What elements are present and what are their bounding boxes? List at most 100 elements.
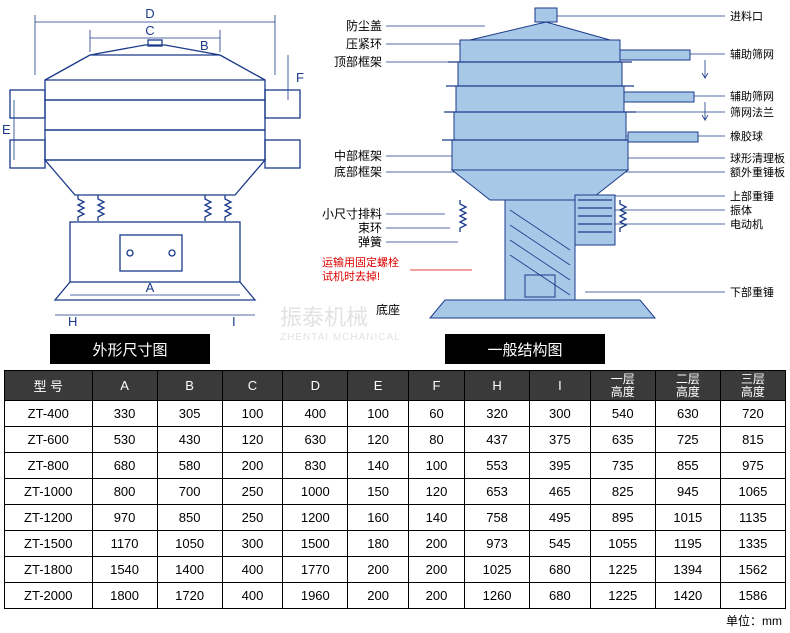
svg-text:小尺寸排料: 小尺寸排料 [322,207,382,221]
table-cell: 160 [348,505,409,531]
table-cell: 580 [157,453,222,479]
table-cell: ZT-800 [5,453,93,479]
left-section-title: 外形尺寸图 [50,334,210,364]
table-cell: 200 [408,557,464,583]
table-cell: 140 [408,505,464,531]
table-cell: ZT-1800 [5,557,93,583]
table-row: ZT-1800154014004001770200200102568012251… [5,557,786,583]
spec-table-wrap: 型 号ABCDEFHI一层高度二层高度三层高度 ZT-4003303051004… [4,370,786,609]
svg-text:压紧环: 压紧环 [346,37,382,51]
table-cell: 400 [283,401,348,427]
table-cell: 200 [222,453,283,479]
table-row: ZT-60053043012063012080437375635725815 [5,427,786,453]
svg-text:上部重锤: 上部重锤 [730,189,774,203]
svg-text:辅助筛网: 辅助筛网 [730,89,774,103]
table-cell: 330 [92,401,157,427]
svg-text:防尘盖: 防尘盖 [346,18,382,33]
svg-text:束环: 束环 [358,221,382,235]
table-cell: 495 [530,505,591,531]
table-cell: 150 [348,479,409,505]
table-cell: 815 [720,427,785,453]
table-cell: 530 [92,427,157,453]
table-cell: 553 [465,453,530,479]
red-note-2: 试机时去掉! [322,269,380,283]
table-cell: 1335 [720,531,785,557]
table-cell: 758 [465,505,530,531]
svg-text:额外重锤板: 额外重锤板 [730,165,785,179]
table-cell: 680 [530,557,591,583]
table-cell: 465 [530,479,591,505]
table-header: H [465,371,530,401]
table-cell: 1960 [283,583,348,609]
table-cell: 100 [348,401,409,427]
table-cell: 800 [92,479,157,505]
table-cell: 975 [720,453,785,479]
dim-a: A [146,280,155,295]
table-cell: 540 [590,401,655,427]
section-labels: 外形尺寸图 一般结构图 [0,334,790,368]
table-row: ZT-1500117010503001500180200973545105511… [5,531,786,557]
table-cell: 300 [222,531,283,557]
dim-h: H [68,314,77,329]
table-cell: 720 [720,401,785,427]
table-cell: 100 [222,401,283,427]
right-section-title: 一般结构图 [445,334,605,364]
table-cell: 1540 [92,557,157,583]
svg-text:下部重锤: 下部重锤 [730,285,774,299]
table-cell: 1065 [720,479,785,505]
table-cell: 80 [408,427,464,453]
structure-drawing: 防尘盖 压紧环 顶部框架 中部框架 底部框架 小尺寸排料 束环 弹簧 运输用固定… [310,0,790,330]
dim-d: D [145,6,154,21]
table-cell: ZT-2000 [5,583,93,609]
table-header: 二层高度 [655,371,720,401]
table-cell: 973 [465,531,530,557]
table-cell: 120 [408,479,464,505]
dim-b: B [200,38,209,53]
table-header: 型 号 [5,371,93,401]
table-header: E [348,371,409,401]
table-cell: 1800 [92,583,157,609]
table-cell: 850 [157,505,222,531]
svg-text:弹簧: 弹簧 [358,234,382,249]
table-cell: 400 [222,557,283,583]
table-cell: 200 [348,583,409,609]
table-cell: 180 [348,531,409,557]
table-cell: 1000 [283,479,348,505]
svg-text:振体: 振体 [730,203,752,217]
table-cell: 735 [590,453,655,479]
table-cell: 680 [530,583,591,609]
table-cell: 200 [408,531,464,557]
table-cell: 1225 [590,557,655,583]
table-header: C [222,371,283,401]
table-cell: 1015 [655,505,720,531]
table-header: B [157,371,222,401]
table-cell: 653 [465,479,530,505]
svg-text:顶部框架: 顶部框架 [334,54,382,69]
table-header: 三层高度 [720,371,785,401]
spec-table: 型 号ABCDEFHI一层高度二层高度三层高度 ZT-4003303051004… [4,370,786,609]
table-body: ZT-40033030510040010060320300540630720ZT… [5,401,786,609]
table-cell: 1720 [157,583,222,609]
table-cell: 1055 [590,531,655,557]
table-row: ZT-1000800700250100015012065346582594510… [5,479,786,505]
table-cell: 60 [408,401,464,427]
table-row: ZT-1200970850250120016014075849589510151… [5,505,786,531]
table-cell: ZT-1200 [5,505,93,531]
table-cell: 375 [530,427,591,453]
svg-text:进料口: 进料口 [730,9,763,23]
table-row: ZT-800680580200830140100553395735855975 [5,453,786,479]
svg-text:电动机: 电动机 [730,217,763,231]
table-cell: 430 [157,427,222,453]
table-cell: 395 [530,453,591,479]
table-cell: 1225 [590,583,655,609]
table-cell: ZT-600 [5,427,93,453]
table-cell: 825 [590,479,655,505]
table-cell: 1400 [157,557,222,583]
table-cell: 1050 [157,531,222,557]
diagram-area: D C F E [0,0,790,370]
table-cell: 630 [655,401,720,427]
table-cell: 855 [655,453,720,479]
table-row: ZT-40033030510040010060320300540630720 [5,401,786,427]
table-cell: 320 [465,401,530,427]
svg-text:筛网法兰: 筛网法兰 [730,105,774,119]
